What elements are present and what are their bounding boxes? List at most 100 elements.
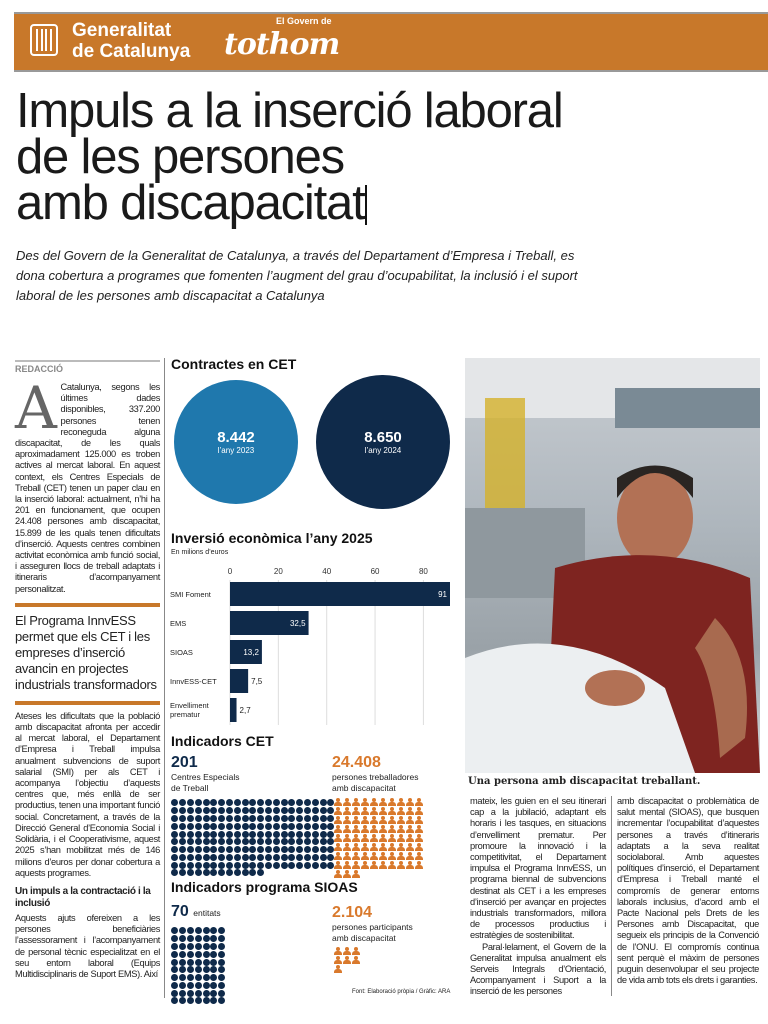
centre-dot [257,814,265,822]
entitat-dot [171,997,179,1005]
entitat-dot [210,950,218,958]
contractes-title: Contractes en CET [171,356,297,372]
centre-dot [186,799,194,807]
person-icon [378,816,388,825]
centre-dot [210,830,218,838]
person-icon [360,843,370,852]
centre-dot [257,869,265,877]
label-line: amb discapacitat [332,783,396,793]
entitat-dot [194,997,202,1005]
campaign-prefix: El Govern de [276,16,332,26]
centre-dot [241,846,249,854]
centre-dot [171,814,179,822]
centre-dot [194,814,202,822]
person-icon [387,861,397,870]
centre-dot [233,830,241,838]
category-label: prematur [170,710,201,719]
entitat-dot [218,966,226,974]
centre-dot [202,861,210,869]
centre-dot [218,814,226,822]
person-icon [378,825,388,834]
centre-dot [241,822,249,830]
entitat-dot [186,942,194,950]
entitats: 70 entitats [171,903,221,921]
centre-dot [264,822,272,830]
centre-dot [210,814,218,822]
label-line: persones treballadores [332,772,419,782]
entitat-dot [202,981,210,989]
person-icon [414,834,424,843]
person-icon [369,852,379,861]
centre-dot [280,861,288,869]
centre-dot [296,846,304,854]
person-icon [351,843,361,852]
divider [15,700,160,705]
person-icon [405,852,415,861]
person-icon [405,807,415,816]
bar-value-label: 13,2 [243,648,259,657]
centre-dot [194,807,202,815]
entitat-dot [218,935,226,943]
person-icon [342,825,352,834]
centre-dot [233,869,241,877]
centre-dot [327,853,335,861]
person-icon [342,843,352,852]
person-icon [351,861,361,870]
centre-dot [186,807,194,815]
x-tick-label: 80 [419,567,428,576]
person-icon [333,947,343,956]
entitat-dot [218,942,226,950]
generalitat-logo-icon [30,24,58,56]
person-icon [351,825,361,834]
entitat-dot [218,981,226,989]
entitat-dot [202,997,210,1005]
centre-dot [241,861,249,869]
category-label: Envelliment [170,701,210,710]
entitat-dot [194,958,202,966]
bar [230,698,237,722]
centre-dot [280,830,288,838]
centre-dot [194,846,202,854]
centre-dot [264,799,272,807]
label-line: Centres Especials [171,772,240,782]
circle-label: l’any 2023 [217,446,255,455]
centre-dot [233,807,241,815]
article-body-1: A Catalunya, segons les últimes dades dis… [15,379,160,595]
centre-dot [272,814,280,822]
centre-dot [272,822,280,830]
centre-dot [257,807,265,815]
photo-illustration [465,358,760,773]
centre-dot [249,846,257,854]
person-icon [333,798,343,807]
centre-dot [241,853,249,861]
centre-dot [194,861,202,869]
person-icon [351,956,361,965]
entitat-dot [210,989,218,997]
centre-dot [210,846,218,854]
byline: REDACCIÓ [15,360,160,375]
centre-dot [264,814,272,822]
person-icon [360,861,370,870]
text-cursor [364,185,367,225]
entitat-dot [194,935,202,943]
centre-dot [296,822,304,830]
entitat-dot [194,981,202,989]
centre-dot [194,830,202,838]
person-icon [405,825,415,834]
centre-dot [296,861,304,869]
entitat-dot [194,974,202,982]
person-icon [378,843,388,852]
centre-dot [249,830,257,838]
centre-dot [327,799,335,807]
centre-dot [186,846,194,854]
centre-dot [303,822,311,830]
centre-dot [179,838,187,846]
person-icon [351,816,361,825]
person-icon [387,852,397,861]
entitat-dot [171,927,179,935]
bar-value-label: 32,5 [290,619,306,628]
person-icon [369,843,379,852]
centre-dot [194,853,202,861]
centre-dot [233,853,241,861]
entitat-dot [210,997,218,1005]
